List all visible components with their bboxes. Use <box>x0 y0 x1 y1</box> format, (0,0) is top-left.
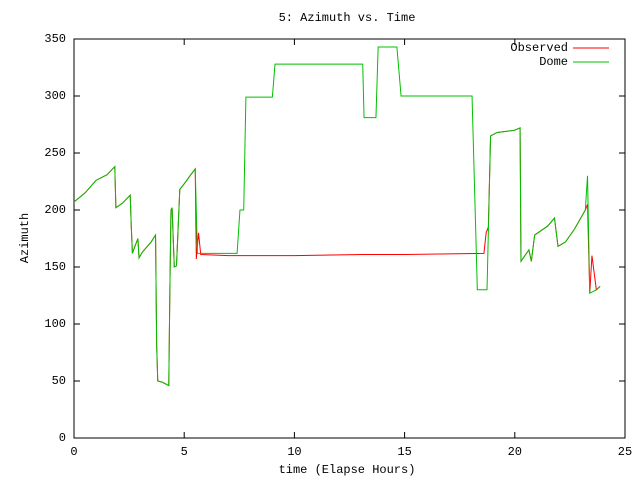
x-tick-label: 25 <box>618 445 632 459</box>
y-tick-label: 200 <box>44 203 66 217</box>
y-tick-label: 350 <box>44 32 66 46</box>
x-tick-label: 20 <box>508 445 522 459</box>
y-tick-label: 0 <box>59 431 66 445</box>
x-tick-label: 15 <box>397 445 411 459</box>
x-tick-label: 0 <box>70 445 77 459</box>
series-line <box>73 46 601 387</box>
chart-title: 5: Azimuth vs. Time <box>279 11 416 25</box>
y-axis-label: Azimuth <box>18 213 32 263</box>
y-tick-label: 100 <box>44 317 66 331</box>
x-tick-label: 5 <box>181 445 188 459</box>
y-tick-label: 300 <box>44 89 66 103</box>
y-tick-label: 50 <box>52 374 66 388</box>
legend-label: Dome <box>539 55 568 69</box>
plot-frame <box>73 38 626 439</box>
legend-label: Observed <box>510 41 568 55</box>
x-axis-label: time (Elapse Hours) <box>279 463 416 477</box>
y-tick-label: 150 <box>44 260 66 274</box>
x-tick-label: 10 <box>287 445 301 459</box>
y-tick-label: 250 <box>44 146 66 160</box>
